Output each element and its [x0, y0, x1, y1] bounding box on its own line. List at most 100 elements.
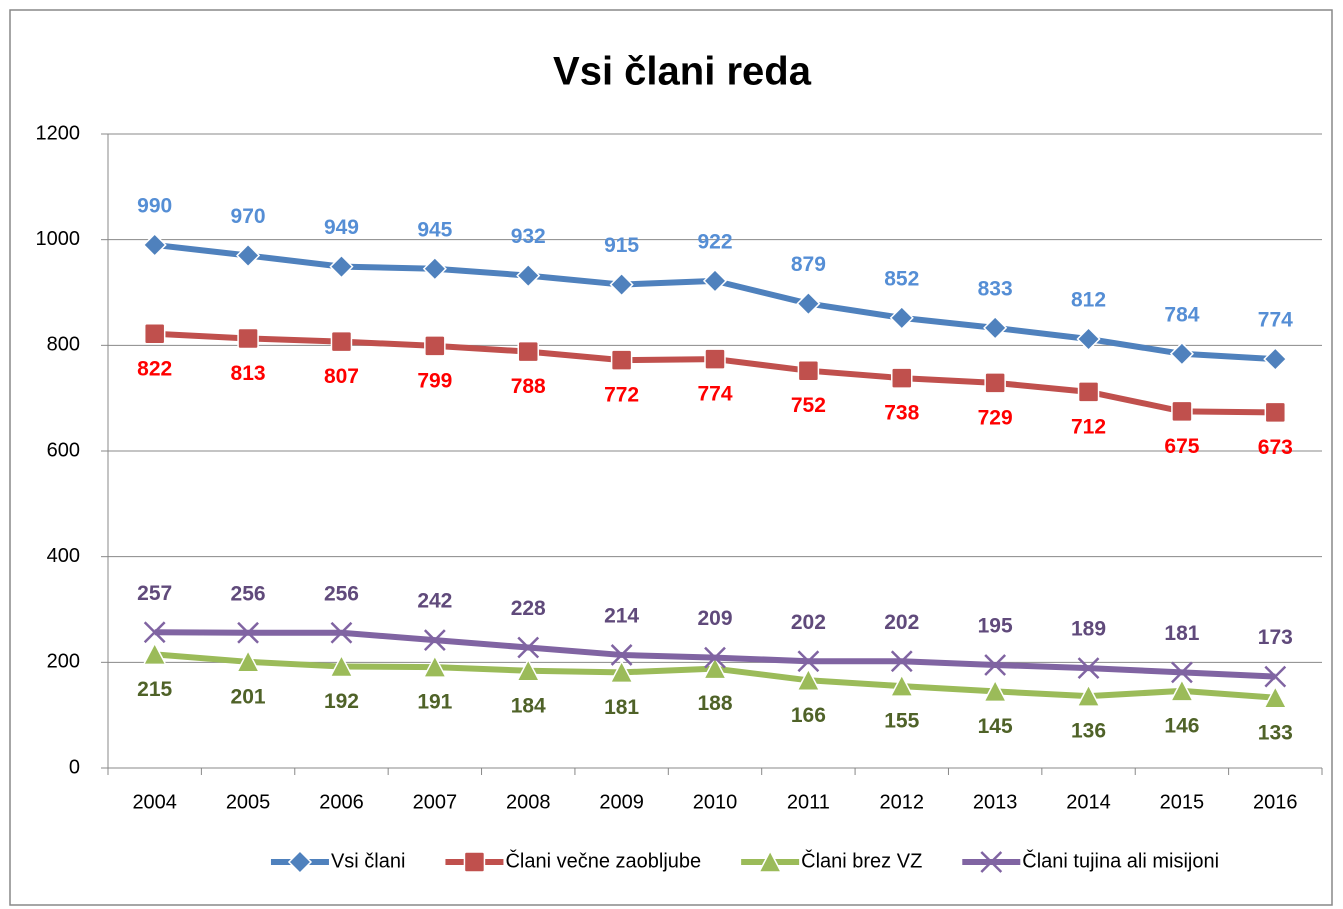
data-point: [890, 650, 913, 673]
data-point: [610, 644, 633, 666]
data-label: 202: [791, 611, 826, 634]
data-point: [609, 659, 634, 684]
data-label: 136: [1071, 720, 1106, 743]
data-label: 772: [604, 384, 639, 407]
data-point: [1076, 326, 1101, 352]
legend-label: Člani večne zaobljube: [505, 849, 701, 872]
data-label: 970: [231, 205, 266, 228]
data-point: [143, 621, 166, 644]
data-label: 146: [1164, 714, 1199, 737]
x-tick-label: 2012: [880, 791, 925, 813]
x-tick-label: 2007: [413, 791, 458, 813]
data-label: 673: [1258, 436, 1293, 459]
y-tick-label: 200: [47, 651, 80, 673]
data-point: [889, 305, 914, 330]
data-label: 738: [884, 402, 919, 425]
data-label: 712: [1071, 415, 1106, 438]
x-tick-label: 2010: [693, 791, 738, 813]
data-label: 807: [324, 365, 359, 388]
data-point: [422, 256, 447, 281]
data-label: 256: [324, 582, 359, 605]
x-tick-label: 2005: [226, 791, 271, 813]
data-point: [797, 650, 820, 673]
legend-marker: [980, 851, 1003, 873]
data-point: [1169, 341, 1194, 366]
data-label: 852: [884, 267, 919, 290]
chart-title: Vsi člani reda: [553, 50, 812, 94]
x-tick-label: 2009: [599, 791, 644, 813]
data-point: [796, 291, 821, 316]
data-point: [422, 654, 448, 678]
data-label: 799: [417, 369, 452, 392]
data-label: 774: [1258, 309, 1293, 332]
data-point: [891, 367, 913, 389]
data-point: [143, 322, 166, 345]
data-label: 173: [1258, 626, 1293, 649]
y-tick-label: 400: [47, 545, 80, 567]
data-label: 675: [1164, 435, 1199, 458]
data-label: 133: [1258, 721, 1293, 744]
data-label: 201: [231, 685, 266, 708]
data-point: [797, 359, 820, 382]
data-point: [1264, 665, 1287, 688]
data-point: [984, 372, 1006, 394]
data-label: 189: [1071, 618, 1106, 641]
data-label: 879: [791, 253, 826, 276]
data-label: 256: [231, 582, 266, 605]
data-point: [704, 646, 726, 669]
data-point: [330, 621, 353, 644]
data-point: [517, 340, 539, 363]
y-tick-label: 800: [47, 334, 80, 356]
data-point: [236, 243, 261, 268]
y-tick-label: 1000: [36, 228, 81, 250]
data-point: [704, 348, 726, 370]
data-point: [515, 658, 541, 682]
data-label: 812: [1071, 289, 1106, 312]
data-label: 195: [978, 615, 1013, 638]
data-point: [982, 678, 1008, 703]
data-point: [984, 654, 1007, 676]
data-label: 192: [324, 690, 359, 713]
data-label: 774: [697, 383, 732, 406]
data-point: [237, 621, 259, 644]
data-label: 191: [417, 691, 452, 714]
data-point: [329, 653, 354, 678]
data-label: 922: [697, 230, 732, 253]
data-point: [142, 641, 167, 666]
data-label: 752: [791, 394, 826, 417]
data-point: [237, 327, 259, 350]
data-point: [609, 272, 634, 297]
data-point: [423, 629, 446, 652]
data-label: 188: [697, 692, 732, 715]
data-point: [517, 636, 540, 659]
chart-frame: [9, 9, 1333, 906]
data-label: 932: [511, 225, 546, 248]
data-label: 813: [231, 362, 266, 385]
data-label: 788: [511, 375, 546, 398]
data-point: [424, 335, 446, 357]
data-label: 915: [604, 234, 639, 257]
data-label: 228: [511, 597, 546, 620]
data-point: [1077, 657, 1100, 680]
data-label: 822: [137, 357, 172, 380]
x-tick-label: 2008: [506, 791, 551, 813]
data-label: 784: [1164, 303, 1199, 326]
data-label: 166: [791, 704, 826, 727]
x-tick-label: 2004: [132, 791, 177, 813]
data-point: [983, 315, 1008, 340]
data-point: [796, 667, 821, 692]
data-label: 949: [324, 216, 359, 239]
x-tick-label: 2015: [1160, 791, 1205, 813]
data-point: [702, 656, 728, 680]
data-point: [1077, 381, 1100, 403]
data-label: 990: [137, 194, 172, 217]
legend-label: Člani brez VZ: [801, 849, 922, 872]
data-point: [142, 232, 167, 258]
data-point: [235, 649, 261, 673]
x-tick-label: 2016: [1253, 791, 1298, 813]
data-label: 181: [604, 696, 639, 719]
data-label: 257: [137, 582, 172, 605]
y-tick-label: 1200: [36, 122, 81, 144]
data-point: [1169, 678, 1195, 702]
